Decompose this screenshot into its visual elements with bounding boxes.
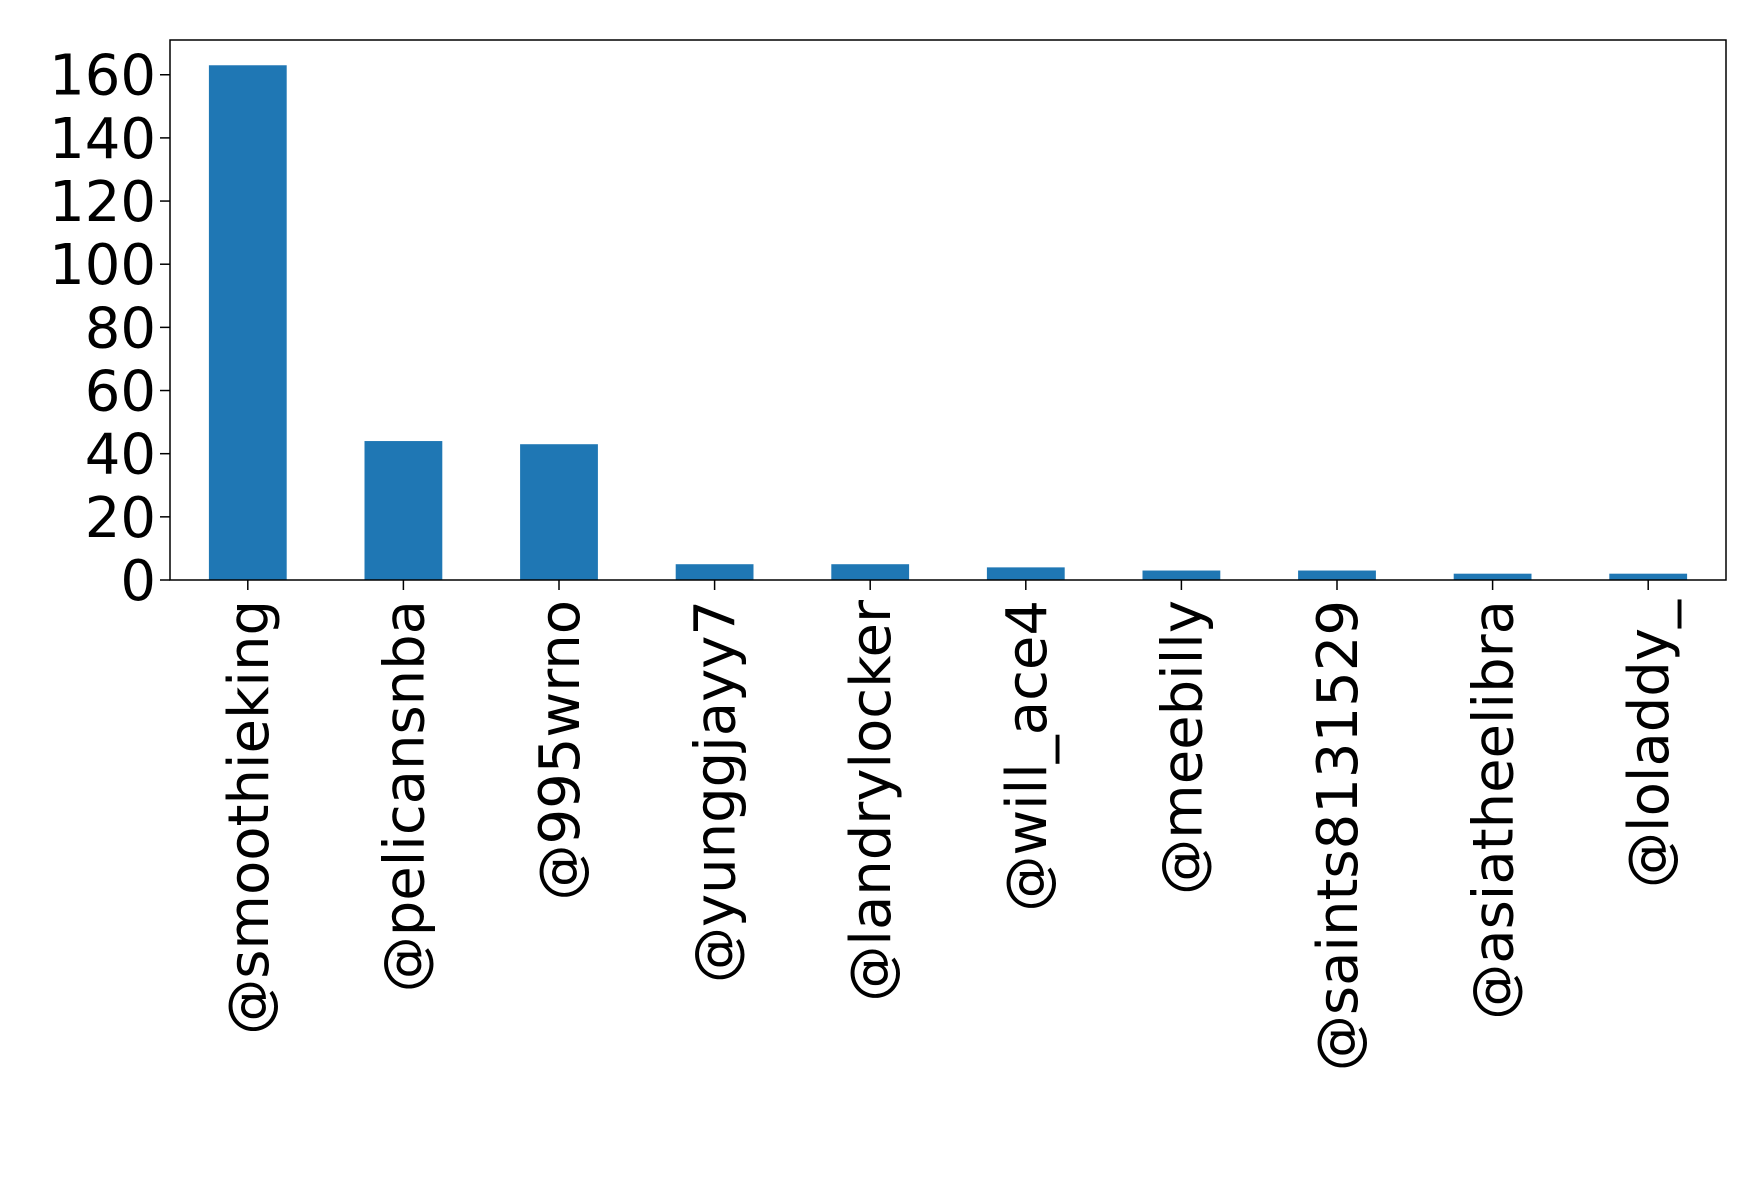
y-tick-label: 120 [49,170,156,235]
bar [1609,573,1688,580]
bar [831,564,910,580]
y-tick-label: 60 [85,360,156,425]
bar [364,441,443,580]
bar [675,564,754,580]
x-tick-label: @saints8131529 [1306,600,1371,1071]
y-tick-label: 140 [49,107,156,172]
bar [520,444,598,580]
bar [986,567,1065,580]
x-tick-label: @meebilly [1150,600,1215,895]
y-tick-label: 80 [85,296,156,361]
x-tick-label: @smoothieking [217,600,282,1035]
y-tick-label: 20 [85,486,156,551]
plot-frame [169,39,1727,581]
y-tick-label: 40 [85,423,156,488]
x-tick-label: @will_ace4 [995,600,1060,912]
bar [1298,570,1376,580]
bar [1142,570,1221,580]
x-tick-label: @landrylocker [839,599,904,1002]
x-tick-label: @yunggjayy7 [684,600,749,983]
y-tick-label: 160 [49,44,156,109]
x-tick-label: @995wrno [528,600,593,900]
bar [1453,573,1532,580]
x-tick-label: @asiatheelibra [1462,600,1527,1020]
x-tick-label: @loladdy_ [1617,599,1682,888]
y-tick-label: 0 [120,549,156,614]
bar [208,65,287,580]
bars-group [208,65,1688,580]
x-axis: @smoothieking @pelicansnba @995wrno @yunggj… [217,580,1682,1071]
y-tick-label: 100 [49,233,156,298]
x-tick-label: @pelicansnba [372,600,437,992]
